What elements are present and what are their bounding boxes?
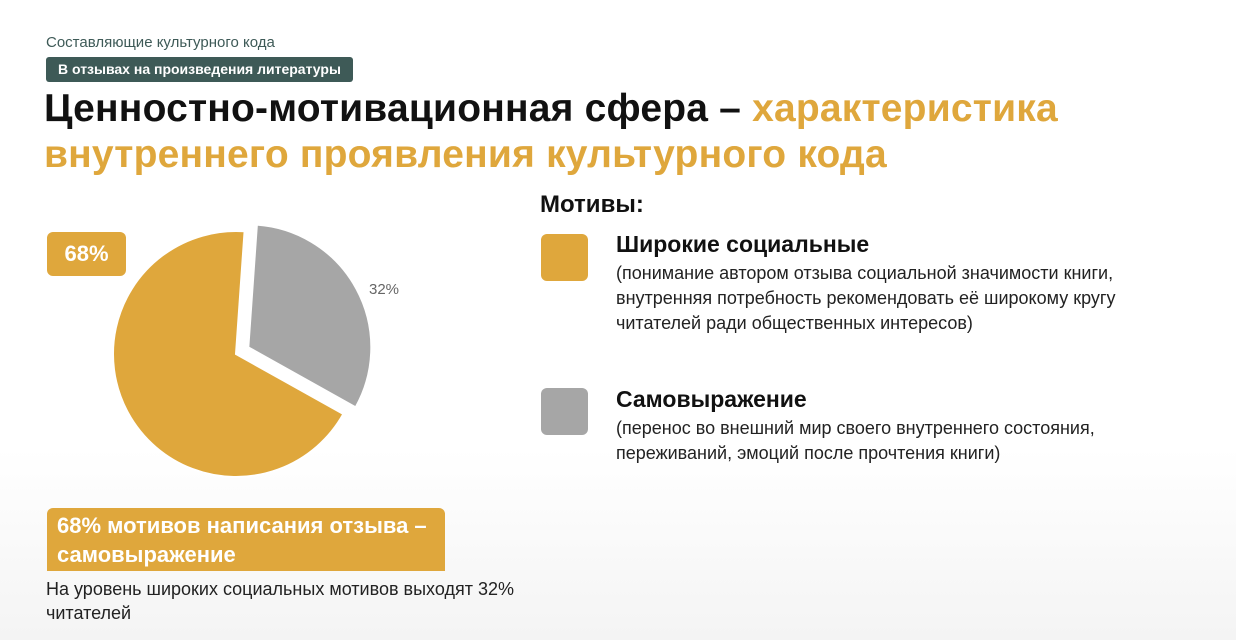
title-main: Ценностно-мотивационная сфера – xyxy=(44,87,753,130)
slice-label-social: 32% xyxy=(369,281,400,298)
supertitle: Составляющие культурного кода xyxy=(46,34,275,51)
legend-item-desc-selfexpression: (перенос во внешний мир своего внутренне… xyxy=(616,418,1095,463)
legend-item-title-social: Широкие социальные xyxy=(616,231,870,257)
pie-slice-selfexpression xyxy=(112,230,345,478)
page-title: Ценностно-мотивационная сфера – характер… xyxy=(44,86,1214,178)
slice-label-selfexpression: 68% xyxy=(47,232,126,276)
legend-item-desc-social: (понимание автором отзыва социальной зна… xyxy=(616,263,1116,333)
pie-slice-social xyxy=(247,223,373,409)
legend-title: Мотивы: xyxy=(540,191,644,218)
summary-highlight-box xyxy=(47,508,445,571)
legend-item-title-selfexpression: Самовыражение xyxy=(616,386,807,412)
legend-swatch-selfexpression xyxy=(541,388,588,435)
section-badge: В отзывах на произведения литературы xyxy=(46,57,353,82)
title-accent: характеристика внутреннего проявления ку… xyxy=(44,87,1058,176)
summary-highlight: 68% мотивов написания отзыва – самовыраж… xyxy=(57,513,427,567)
legend-swatch-social xyxy=(541,234,588,281)
summary-subtext: На уровень широких социальных мотивов вы… xyxy=(46,579,514,623)
